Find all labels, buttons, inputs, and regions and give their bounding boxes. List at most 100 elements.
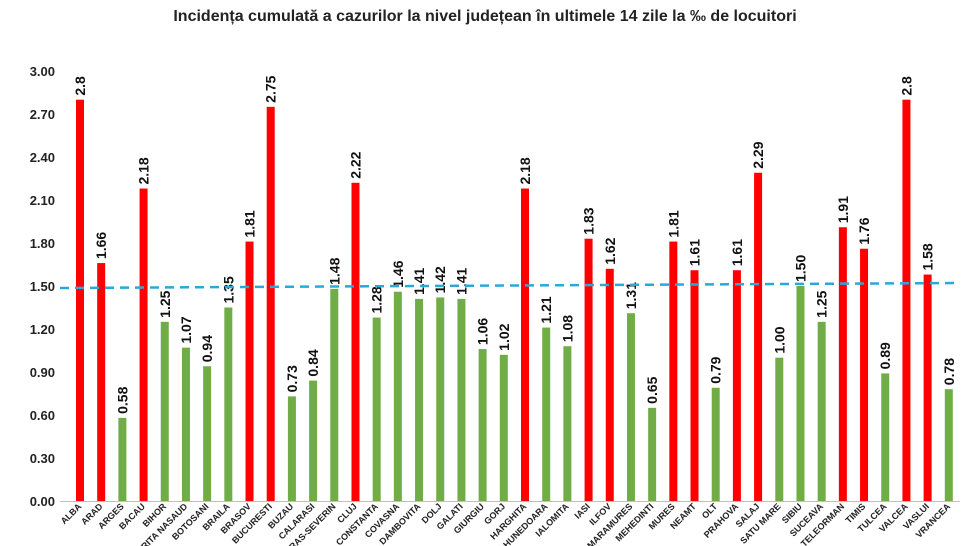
data-label: 1.61 (729, 239, 745, 266)
bar (499, 354, 508, 501)
data-label: 0.78 (941, 358, 957, 385)
data-label: 1.21 (538, 296, 554, 323)
bar (287, 396, 296, 501)
bar (754, 172, 763, 501)
data-label: 0.58 (114, 386, 130, 413)
chart-title: Incidența cumulată a cazurilor la nivel … (173, 8, 797, 25)
bar (817, 321, 826, 501)
data-label: 1.91 (835, 196, 851, 223)
bar (76, 99, 84, 502)
y-tick-label: 0.30 (30, 451, 55, 466)
data-label: 1.25 (157, 290, 173, 317)
data-label: 1.35 (220, 276, 236, 303)
bar (711, 387, 720, 501)
y-tick-label: 1.50 (30, 279, 55, 294)
data-label: 2.22 (347, 151, 363, 178)
y-tick-label: 1.20 (30, 322, 55, 337)
data-label: 2.8 (72, 76, 88, 96)
bar (266, 106, 275, 501)
data-label: 0.94 (199, 335, 215, 362)
data-label: 1.42 (432, 266, 448, 293)
bar (245, 241, 254, 502)
bar (669, 241, 678, 502)
data-label: 1.58 (920, 243, 936, 270)
bar (775, 357, 784, 501)
bar (436, 297, 445, 501)
data-label: 1.66 (93, 232, 109, 259)
data-label: 1.07 (178, 316, 194, 343)
data-label: 1.81 (665, 210, 681, 237)
bar (224, 307, 233, 501)
data-label: 1.02 (496, 323, 512, 350)
bar (648, 407, 657, 501)
y-tick-label: 0.90 (30, 365, 55, 380)
data-label: 1.50 (792, 255, 808, 282)
bar (542, 327, 551, 501)
data-label: 1.08 (559, 315, 575, 342)
data-label: 2.75 (263, 75, 279, 102)
data-label: 1.41 (453, 267, 469, 294)
bar (478, 349, 487, 501)
bar (902, 99, 911, 502)
y-tick-label: 2.70 (30, 107, 55, 122)
bar (351, 182, 360, 502)
bar (415, 298, 424, 501)
data-label: 1.62 (602, 237, 618, 264)
data-label: 1.76 (856, 217, 872, 244)
data-label: 1.00 (771, 326, 787, 353)
bar (330, 288, 339, 501)
bar (203, 366, 212, 501)
data-label: 1.61 (687, 239, 703, 266)
data-label: 1.48 (326, 257, 342, 284)
bar (838, 227, 847, 501)
bar (393, 291, 402, 501)
bar (732, 270, 741, 501)
bar (160, 321, 169, 501)
bar (584, 238, 593, 501)
bar (881, 373, 890, 501)
bar (563, 346, 572, 501)
threshold-line (59, 281, 961, 290)
data-label: 1.28 (369, 286, 385, 313)
x-tick-label: ALBA (59, 501, 84, 526)
bar (97, 263, 106, 501)
data-label: 0.89 (877, 342, 893, 369)
bar (457, 298, 466, 501)
y-tick-label: 0.60 (30, 408, 55, 423)
bar (139, 188, 148, 502)
y-tick-label: 2.40 (30, 150, 55, 165)
y-tick-label: 0.00 (30, 494, 55, 509)
data-label: 2.18 (517, 157, 533, 184)
y-tick-label: 2.10 (30, 193, 55, 208)
bar (944, 389, 953, 501)
data-label: 1.81 (242, 210, 258, 237)
y-tick-label: 3.00 (30, 64, 55, 79)
bar (923, 274, 932, 501)
data-label: 1.25 (814, 290, 830, 317)
bar (309, 380, 318, 501)
bar (796, 286, 805, 501)
bar (626, 313, 635, 501)
data-label: 1.41 (411, 267, 427, 294)
data-label: 0.84 (305, 349, 321, 376)
data-label: 1.46 (390, 260, 406, 287)
data-label: 2.18 (136, 157, 152, 184)
data-label: 2.29 (750, 141, 766, 168)
bar (860, 248, 869, 501)
bar (521, 188, 529, 502)
y-tick-label: 1.80 (30, 236, 55, 251)
bar (690, 270, 699, 501)
bar (181, 347, 190, 501)
data-label: 1.06 (475, 318, 491, 345)
data-label: 1.31 (623, 282, 639, 309)
bar (372, 317, 381, 501)
bar (118, 417, 127, 501)
data-label: 0.73 (284, 365, 300, 392)
data-label: 0.65 (644, 376, 660, 403)
data-label: 0.79 (708, 356, 724, 383)
bar (605, 268, 614, 501)
data-label: 2.8 (898, 76, 914, 96)
data-label: 1.83 (581, 207, 597, 234)
